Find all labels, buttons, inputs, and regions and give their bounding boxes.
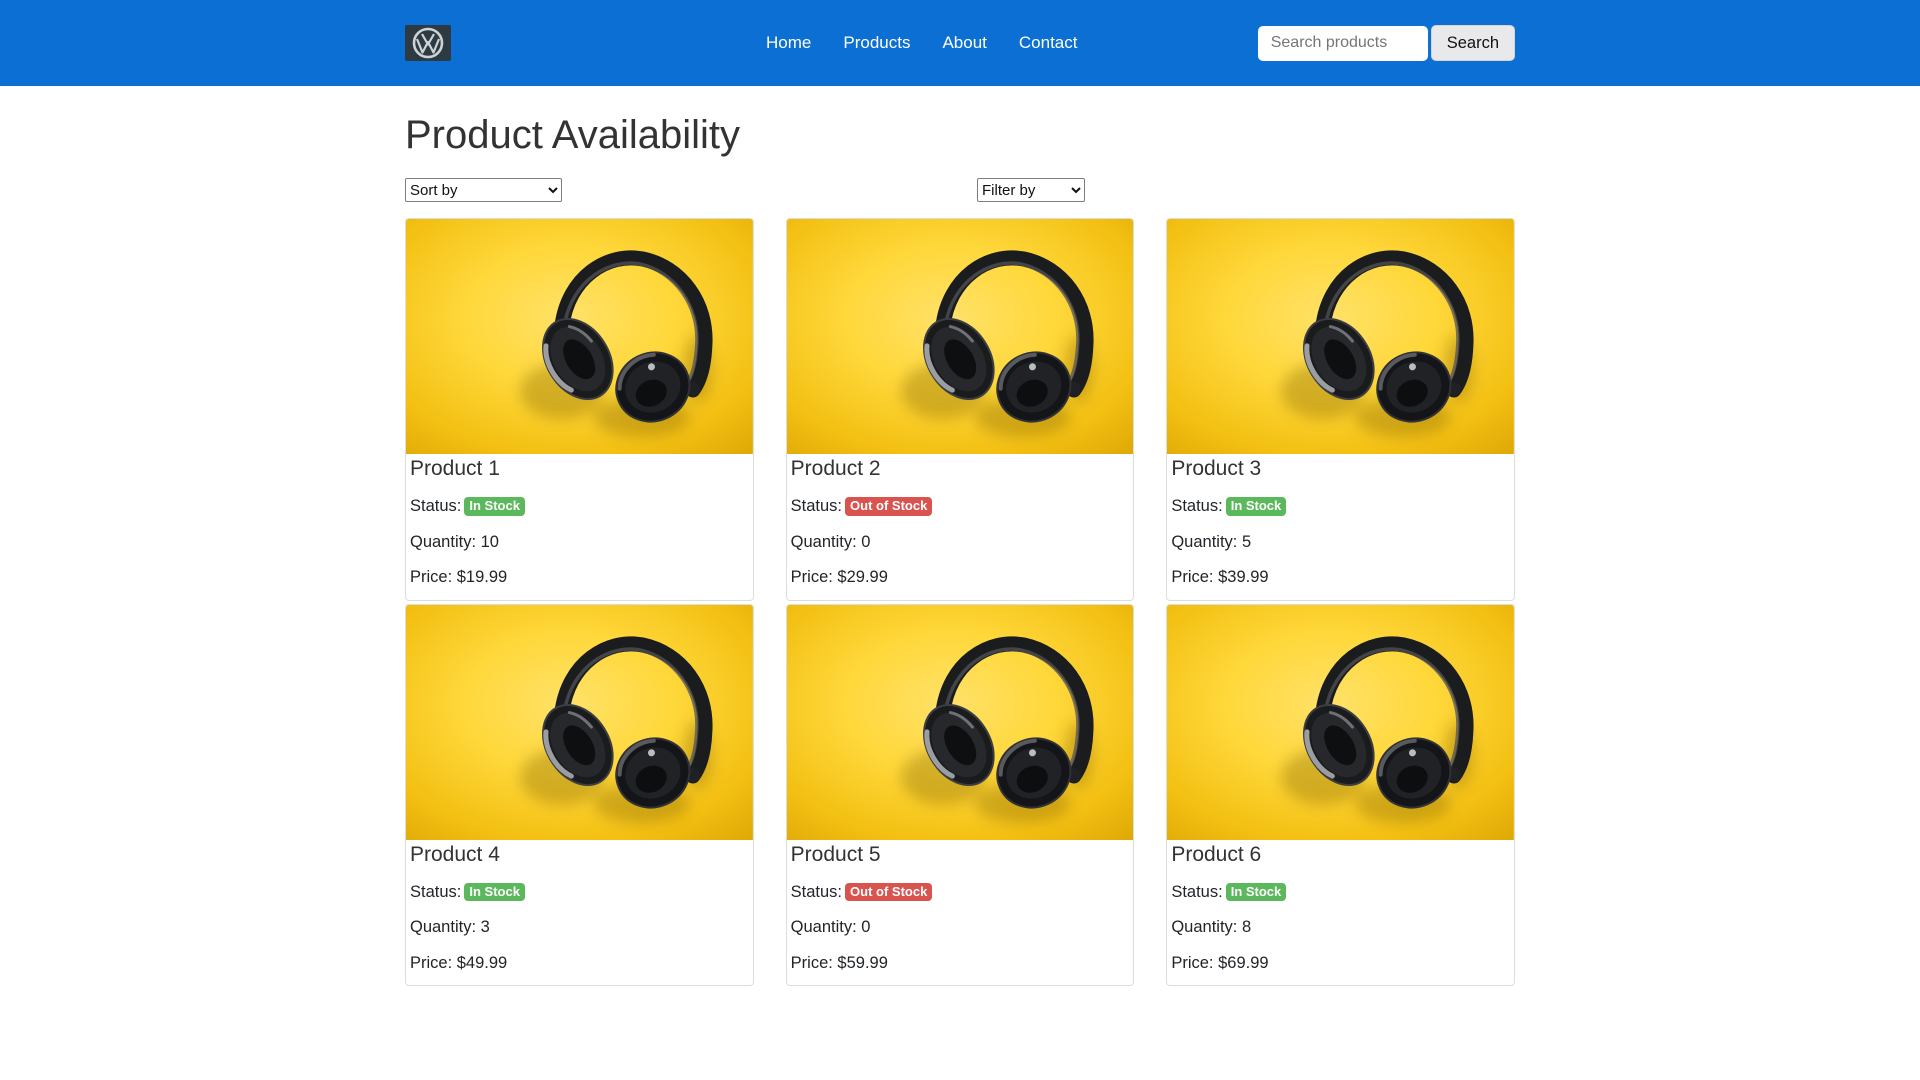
product-status-line: Status: In Stock [1171, 882, 1510, 902]
product-price: Price: $59.99 [790, 953, 888, 972]
navbar: Home Products About Contact Search [0, 0, 1920, 86]
headphones-photo-icon [406, 605, 753, 840]
status-badge: In Stock [464, 497, 525, 516]
search-bar: Search [1257, 25, 1515, 61]
status-label: Status: [1171, 497, 1223, 516]
status-label: Status: [790, 497, 843, 516]
controls-row: Sort by Filter by [405, 178, 1515, 202]
product-status-line: Status: Out of Stock [790, 882, 1130, 902]
product-card-body: Product 5 Status: Out of Stock Quantity: … [787, 840, 1134, 986]
product-card-body: Product 1 Status: In Stock Quantity: 10 P… [406, 454, 753, 600]
status-label: Status: [410, 882, 462, 901]
product-quantity: Quantity: 5 [1171, 532, 1252, 551]
product-quantity: Quantity: 3 [410, 918, 490, 937]
product-card-body: Product 4 Status: In Stock Quantity: 3 Pr… [406, 840, 753, 986]
product-name: Product 2 [790, 457, 881, 480]
product-status-line: Status: In Stock [410, 882, 749, 902]
product-status-line: Status: In Stock [1171, 497, 1510, 516]
headphones-photo-icon [406, 219, 753, 454]
product-name: Product 6 [1171, 842, 1262, 866]
product-image [406, 604, 753, 840]
navbar-inner: Home Products About Contact Search [405, 25, 1515, 61]
product-name: Product 3 [1171, 457, 1262, 480]
product-image [1167, 219, 1514, 454]
product-card: Product 6 Status: In Stock Quantity: 8 Pr… [1166, 603, 1515, 987]
product-card-body: Product 6 Status: In Stock Quantity: 8 Pr… [1167, 840, 1514, 986]
product-card-body: Product 2 Status: Out of Stock Quantity: … [787, 454, 1134, 600]
product-card: Product 5 Status: Out of Stock Quantity: … [785, 603, 1135, 987]
product-image [406, 219, 753, 454]
headphones-photo-icon [787, 605, 1134, 840]
sort-select[interactable]: Sort by [405, 178, 562, 202]
nav-item-contact[interactable]: Contact [1018, 32, 1078, 52]
product-price: Price: $29.99 [790, 568, 888, 587]
product-card: Product 3 Status: In Stock Quantity: 5 Pr… [1166, 218, 1515, 601]
product-card: Product 2 Status: Out of Stock Quantity: … [785, 218, 1135, 601]
nav-item-about[interactable]: About [942, 32, 987, 52]
status-badge: In Stock [1225, 497, 1287, 516]
main-nav: Home Products About Contact [766, 33, 1077, 53]
product-quantity: Quantity: 0 [790, 918, 871, 937]
product-quantity: Quantity: 8 [1171, 918, 1252, 937]
search-input[interactable] [1257, 25, 1428, 61]
product-grid: Product 1 Status: In Stock Quantity: 10 P… [405, 218, 1515, 987]
status-badge: In Stock [464, 882, 525, 902]
status-badge: In Stock [1225, 882, 1287, 902]
product-card: Product 4 Status: In Stock Quantity: 3 Pr… [405, 603, 754, 987]
product-name: Product 5 [790, 842, 881, 866]
headphones-photo-icon [1167, 605, 1514, 840]
status-label: Status: [1171, 882, 1223, 901]
product-card: Product 1 Status: In Stock Quantity: 10 P… [405, 218, 754, 601]
product-quantity: Quantity: 10 [410, 532, 499, 551]
product-image [1167, 604, 1514, 840]
main-content: Product Availability Sort by Filter by P… [405, 111, 1515, 987]
product-price: Price: $69.99 [1171, 953, 1269, 972]
vw-logo[interactable] [405, 25, 451, 61]
product-card-body: Product 3 Status: In Stock Quantity: 5 Pr… [1167, 454, 1514, 600]
product-status-line: Status: In Stock [410, 497, 749, 516]
product-status-line: Status: Out of Stock [791, 497, 1130, 516]
status-badge: Out of Stock [845, 882, 933, 902]
product-quantity: Quantity: 0 [790, 532, 871, 551]
search-button[interactable]: Search [1430, 25, 1515, 61]
product-price: Price: $19.99 [410, 568, 508, 587]
product-image [786, 219, 1134, 454]
product-image [786, 604, 1134, 840]
nav-item-home[interactable]: Home [766, 32, 812, 52]
status-label: Status: [790, 882, 843, 901]
status-label: Status: [410, 497, 462, 516]
product-name: Product 4 [410, 842, 500, 866]
headphones-photo-icon [787, 219, 1134, 454]
filter-select[interactable]: Filter by [977, 178, 1085, 202]
product-price: Price: $49.99 [410, 953, 508, 972]
product-price: Price: $39.99 [1171, 568, 1269, 587]
headphones-photo-icon [1167, 219, 1514, 454]
vw-logo-icon [405, 25, 451, 61]
page-title: Product Availability [405, 113, 740, 157]
status-badge: Out of Stock [845, 497, 933, 516]
nav-item-products[interactable]: Products [843, 32, 911, 52]
product-name: Product 1 [410, 457, 500, 480]
